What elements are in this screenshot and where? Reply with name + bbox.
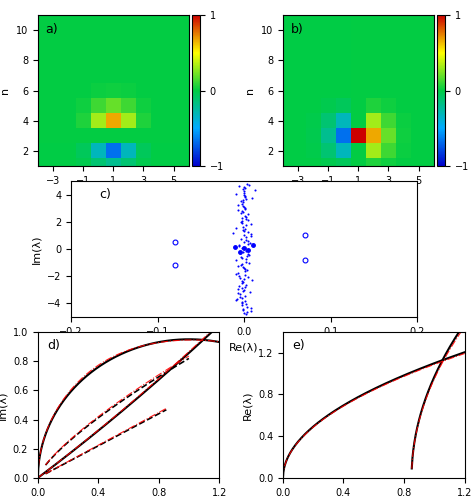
Y-axis label: Re(λ): Re(λ) — [242, 390, 252, 420]
Y-axis label: Im(λ): Im(λ) — [31, 234, 41, 264]
Text: e): e) — [292, 339, 305, 352]
X-axis label: Re(λ): Re(λ) — [229, 342, 259, 352]
X-axis label: m: m — [353, 191, 364, 201]
Y-axis label: n: n — [0, 87, 10, 94]
Text: b): b) — [291, 23, 303, 36]
Text: c): c) — [99, 188, 110, 201]
X-axis label: m: m — [108, 191, 118, 201]
Text: d): d) — [47, 339, 60, 352]
Text: a): a) — [46, 23, 58, 36]
Y-axis label: Im(λ): Im(λ) — [0, 390, 7, 420]
Y-axis label: n: n — [246, 87, 255, 94]
